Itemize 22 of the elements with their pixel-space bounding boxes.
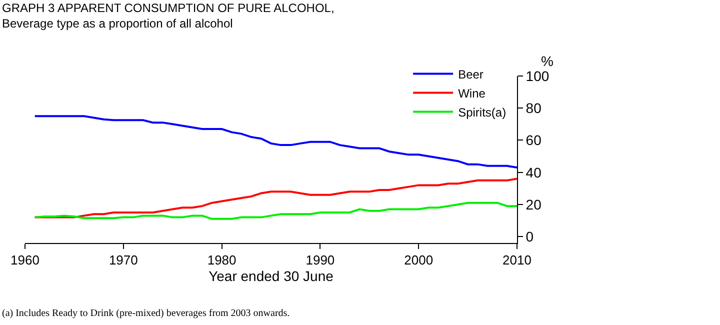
x-axis-title: Year ended 30 June bbox=[208, 268, 334, 284]
x-tick-label: 1980 bbox=[207, 252, 236, 268]
y-tick-label: 40 bbox=[526, 164, 542, 180]
legend-label: Wine bbox=[458, 86, 486, 100]
y-tick-label: 20 bbox=[526, 196, 542, 212]
text: (a) Includes Ready to Drink (pre-mixed) beverages from 2003 onwards. bbox=[2, 308, 290, 319]
x-tick-label: 2010 bbox=[502, 252, 532, 268]
x-tick-label: 1990 bbox=[306, 252, 335, 268]
chart-subtitle: Beverage type as a proportion of all alcohol bbox=[2, 16, 233, 31]
y-axis-title: % bbox=[541, 53, 554, 69]
y-tick-label: 100 bbox=[526, 68, 550, 84]
legend-label: Spirits(a) bbox=[458, 105, 506, 120]
line-series bbox=[34, 202, 517, 220]
x-tick-label: 1970 bbox=[108, 252, 138, 268]
line-series bbox=[34, 178, 517, 218]
y-tick-label: 80 bbox=[526, 100, 542, 116]
x-tick-label: 2000 bbox=[404, 252, 434, 268]
x-tick-label: 1960 bbox=[10, 252, 40, 268]
y-tick-label: 60 bbox=[526, 132, 542, 148]
y-tick-label: 0 bbox=[526, 228, 534, 244]
chart-title: GRAPH 3 APPARENT CONSUMPTION OF PURE ALCOHOL, bbox=[2, 1, 334, 15]
legend-label: Beer bbox=[458, 67, 484, 82]
